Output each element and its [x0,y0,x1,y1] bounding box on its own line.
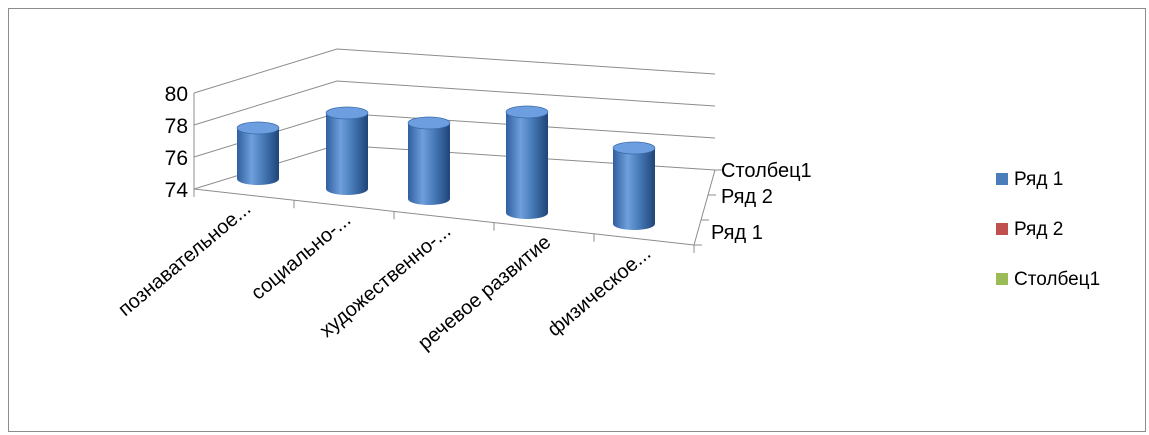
bar-cylinder [326,113,368,195]
bar-cylinder-top [612,141,656,155]
bar-cylinder-top [236,121,280,135]
category-label: познавательное... [114,198,255,321]
bar-cylinder-top [325,106,369,120]
bar-cylinder [613,148,655,230]
y-tick-label: 76 [165,147,188,170]
category-label: физическое... [543,242,655,341]
legend-swatch [996,273,1008,285]
y-tick-label: 74 [165,179,189,202]
chart-svg: 80 78 76 74 познавательное...социально-...х… [114,48,1100,355]
bar-cylinder [408,123,450,205]
legend: Ряд 1 Ряд 2 Столбец1 [996,169,1100,290]
y-tick-label: 80 [165,83,188,106]
legend-swatch [996,223,1008,235]
legend-label: Ряд 2 [1014,219,1063,240]
chart-area: 80 78 76 74 познавательное... социально-... х… [8,8,1146,432]
x-axis-categories: познавательное...социально-...художестве… [114,198,655,355]
bars [236,105,656,230]
y-tick-label: 78 [165,115,188,138]
bar-cylinder-top [407,116,451,130]
gridline [193,80,716,126]
legend-label: Ряд 1 [1014,169,1063,190]
category-label: социально-... [247,209,355,305]
depth-label: Ряд 2 [721,186,773,208]
depth-label: Ряд 1 [711,222,763,244]
depth-axis-labels: Столбец1 Ряд 2 Ряд 1 [711,160,812,244]
y-axis-ticks: 80 78 76 74 [165,83,189,202]
floor-right-edge [693,169,716,246]
bar-cylinder [506,112,548,219]
gridline [193,48,716,94]
depth-label: Столбец1 [721,160,812,182]
bar-cylinder-top [505,105,549,119]
legend-swatch [996,173,1008,185]
bar-cylinder [237,128,279,185]
floor-front-edge [193,188,695,246]
legend-label: Столбец1 [1014,269,1100,290]
